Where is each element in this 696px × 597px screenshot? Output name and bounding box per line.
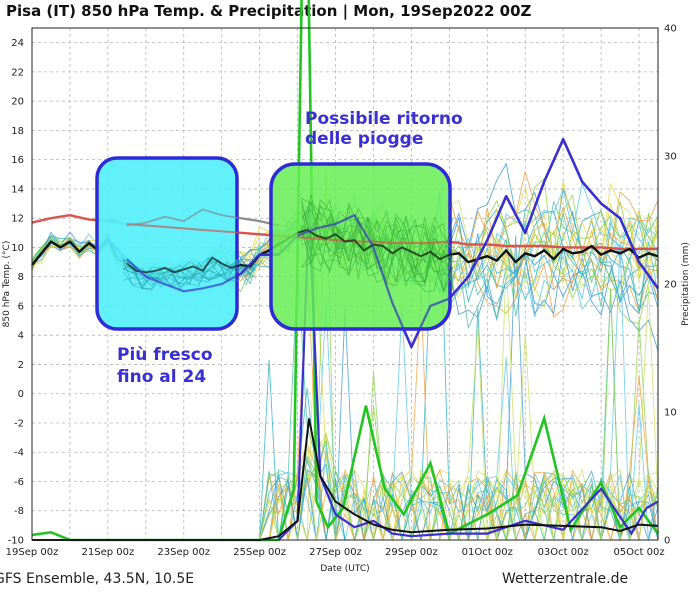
annotation-rain-line2: delle piogge [305,129,423,149]
y2-axis-ticks: 40 30 20 10 0 [664,24,677,547]
precip-operational-blue-line [277,207,659,541]
y2-axis-label: Precipitation (mm) [681,242,691,326]
x-tick-label: 01Oct 00z [462,547,513,558]
annotation-cool-line1: Più fresco [117,345,213,365]
x-tick-label: 27Sep 00z [309,547,362,558]
chart-grid [31,28,658,541]
x-tick-label: 25Sep 00z [233,547,286,558]
box-rain-member-line [301,208,454,285]
box-rain-member-line [301,210,454,277]
box-cool-control-line [126,208,260,227]
box-rain-mean-line [297,228,459,261]
y2-tick-label: 40 [664,24,677,35]
annotation-rain-line1: Possibile ritorno [305,109,463,129]
box-rain-member-line [301,200,454,280]
x-tick-label: 29Sep 00z [385,547,438,558]
box-cool-mean-line [126,254,261,274]
x-tick-label: 21Sep 00z [82,547,135,558]
x-axis-ticks: 19Sep 00z 21Sep 00z 23Sep 00z 25Sep 00z 27Se… [6,547,665,558]
y-tick-label: 0 [18,389,24,400]
x-tick-label: 23Sep 00z [157,547,210,558]
y-tick-label: 18 [11,126,24,137]
y-tick-label: 10 [11,243,24,254]
box-cool-operational-line [126,253,261,293]
box-rain-member-line [301,201,454,283]
x-tick-label: 03Oct 00z [538,547,589,558]
y-tick-label: -2 [14,418,24,429]
y-tick-label: 16 [11,155,24,166]
chart-title: Pisa (IT) 850 hPa Temp. & Precipitation … [6,2,532,21]
y-tick-label: 24 [11,38,24,49]
box-overlay-lines [122,194,459,350]
x-tick-label: 19Sep 00z [6,547,59,558]
y-tick-label: -10 [8,536,24,547]
box-cool-member-line [122,258,257,290]
y2-tick-label: 0 [664,536,670,547]
y2-tick-label: 20 [664,280,677,291]
y-tick-label: 20 [11,97,24,108]
y-tick-label: 4 [18,331,24,342]
box-rain-member-line [301,216,454,293]
y-tick-label: -4 [14,448,24,459]
box-rain-operational-line [297,213,450,350]
annotation-box-cool [95,156,239,331]
y-tick-label: 2 [18,360,24,371]
footer-model-info: GFS Ensemble, 43.5N, 10.5E [0,571,194,587]
y-tick-label: -8 [14,506,24,517]
x-tick-label: 05Oct 00z [613,547,664,558]
y-tick-label: 22 [11,67,24,78]
y-tick-label: 14 [11,184,24,195]
box-cool-climate-line [126,223,260,236]
box-rain-member-line [301,220,454,294]
y2-tick-label: 30 [664,152,677,163]
y2-tick-label: 10 [664,408,677,419]
x-axis-label: Date (UTC) [320,564,369,574]
y-tick-label: 12 [11,214,24,225]
footer-source: Wetterzentrale.de [502,571,628,587]
y-tick-label: 8 [18,272,24,283]
y-axis-label: 850 hPa Temp. (°C) [2,241,12,328]
box-rain-member-line [301,197,454,292]
box-cool-member-line [122,258,257,290]
box-cool-member-line [122,252,257,287]
y-tick-label: -6 [14,477,24,488]
plot-frame [31,27,659,541]
box-rain-climate-line [297,236,450,244]
y-tick-label: 6 [18,301,24,312]
box-rain-member-line [301,206,454,283]
annotation-cool-line2: fino al 24 [117,367,206,387]
